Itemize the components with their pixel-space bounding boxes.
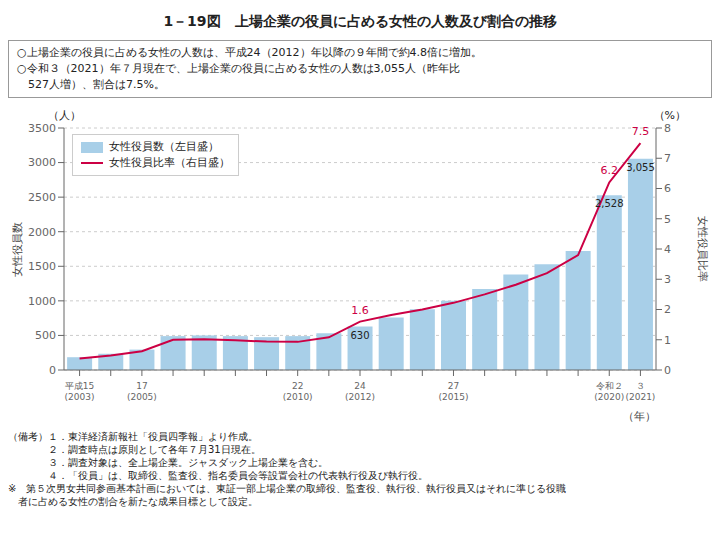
html-text:（人）: （人） <box>48 109 81 122</box>
svg-text:24(2012): 24(2012) <box>345 381 375 402</box>
svg-text:27(2015): 27(2015) <box>439 381 469 402</box>
svg-text:3,055: 3,055 <box>626 162 655 173</box>
html-text:４．「役員」は、取締役、監査役、指名委員会等設置会社の代表執: ４．「役員」は、取締役、監査役、指名委員会等設置会社の代表執行役及び執行役。 <box>8 470 428 481</box>
svg-text:6.2: 6.2 <box>601 164 619 177</box>
svg-text:7.5: 7.5 <box>632 125 650 138</box>
svg-text:4: 4 <box>664 243 671 256</box>
svg-text:2: 2 <box>664 303 671 316</box>
svg-text:630: 630 <box>350 330 369 341</box>
svg-text:1000: 1000 <box>28 295 56 308</box>
svg-text:0: 0 <box>664 364 671 377</box>
svg-text:8: 8 <box>664 122 671 135</box>
svg-text:3500: 3500 <box>28 122 56 135</box>
svg-text:1: 1 <box>664 334 671 347</box>
html-text:２．調査時点は原則として各年７月31日現在。: ２．調査時点は原則として各年７月31日現在。 <box>8 444 261 455</box>
svg-text:女性役員比率: 女性役員比率 <box>696 216 709 282</box>
svg-text:17(2005): 17(2005) <box>127 381 157 402</box>
svg-text:2500: 2500 <box>28 191 56 204</box>
svg-text:7: 7 <box>664 152 671 165</box>
svg-text:平成15(2003): 平成15(2003) <box>65 381 95 402</box>
svg-text:（年）: （年） <box>623 410 656 423</box>
html-text:527人増）、割合は7.5%。: 527人増）、割合は7.5%。 <box>17 78 165 91</box>
svg-text:1500: 1500 <box>28 260 56 273</box>
svg-text:３(2021): ３(2021) <box>625 381 655 402</box>
svg-text:0: 0 <box>49 364 56 377</box>
html-text:○令和３（2021）年７月現在で、上場企業の役員に占める女性: ○令和３（2021）年７月現在で、上場企業の役員に占める女性の人数は3,055人… <box>17 62 461 75</box>
svg-text:500: 500 <box>35 329 56 342</box>
svg-text:2,528: 2,528 <box>595 198 624 209</box>
svg-text:6: 6 <box>664 182 671 195</box>
html-text:○上場企業の役員に占める女性の人数は、平成24（2012）年: ○上場企業の役員に占める女性の人数は、平成24（2012）年以降の９年間で約4.… <box>17 46 483 59</box>
svg-text:2000: 2000 <box>28 226 56 239</box>
svg-text:3: 3 <box>664 273 671 286</box>
html-text:1－19図 上場企業の役員に占める女性の人数及び割合の推移: 1－19図 上場企業の役員に占める女性の人数及び割合の推移 <box>163 13 557 29</box>
html-text:３．調査対象は、全上場企業。ジャスダック上場企業を含む。: ３．調査対象は、全上場企業。ジャスダック上場企業を含む。 <box>8 457 328 468</box>
html-text:（備考）１．東洋経済新報社「役員四季報」より作成。: （備考）１．東洋経済新報社「役員四季報」より作成。 <box>8 431 258 442</box>
svg-text:5: 5 <box>664 213 671 226</box>
svg-text:22(2010): 22(2010) <box>283 381 313 402</box>
svg-text:1.6: 1.6 <box>351 304 369 317</box>
svg-text:3000: 3000 <box>28 156 56 169</box>
html-text:※ 第５次男女共同参画基本計画においては、東証一部上場企業の: ※ 第５次男女共同参画基本計画においては、東証一部上場企業の取締役、監査役、執行… <box>8 483 567 494</box>
html-text:女性役員比率（右目盛）: 女性役員比率（右目盛） <box>109 156 230 169</box>
svg-text:女性役員数: 女性役員数 <box>11 222 24 277</box>
svg-text:令和２(2020): 令和２(2020) <box>594 381 624 402</box>
html-text:者に占める女性の割合を新たな成果目標として設定。: 者に占める女性の割合を新たな成果目標として設定。 <box>8 496 258 507</box>
html-text:女性役員数（左目盛）: 女性役員数（左目盛） <box>109 140 219 153</box>
